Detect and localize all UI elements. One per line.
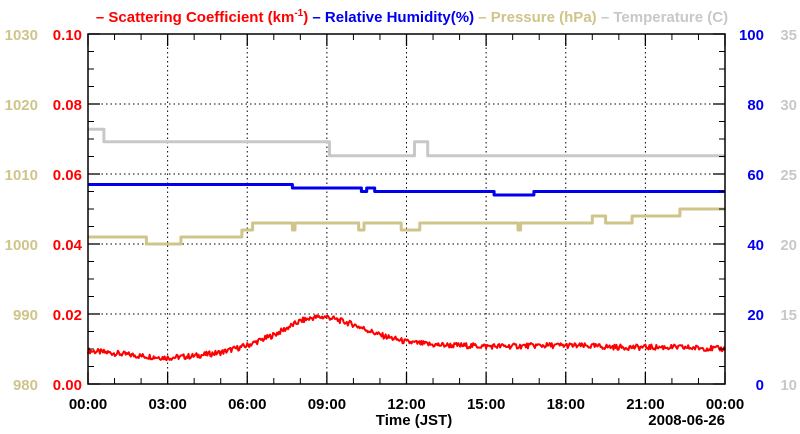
series-layer	[87, 127, 726, 362]
scattering-tick-label: 0.02	[53, 307, 82, 324]
pressure-tick-label: 990	[13, 307, 38, 324]
temperature-tick-label: 25	[780, 167, 797, 184]
temperature-tick-label: 20	[780, 237, 797, 254]
scattering-tick-label: 0.10	[53, 27, 82, 44]
ticks	[87, 33, 726, 385]
x-tick-label: 00:00	[69, 396, 107, 413]
pressure-line	[88, 207, 725, 246]
legend-item: – Pressure (hPa)	[474, 9, 597, 26]
scattering-tick-label: 0.04	[53, 237, 83, 254]
humidity-tick-label: 0	[756, 377, 764, 394]
legend: – Scattering Coefficient (km-1) – Relati…	[96, 8, 728, 26]
humidity-tick-label: 60	[747, 167, 764, 184]
legend-item-end: )	[303, 9, 308, 26]
left-axes: 980 990 1000 1010 1020 1030 0.00 0.02 0.04 0.06 0.…	[5, 27, 83, 394]
x-tick-label: 00:00	[706, 396, 744, 413]
relative-humidity-line	[88, 183, 725, 197]
x-axis-labels: 00:00 03:00 06:00 09:00 12:00 15:00 18:00 21:00…	[69, 396, 744, 413]
legend-item: – Temperature (	[597, 9, 713, 26]
x-tick-label: 15:00	[467, 396, 505, 413]
pressure-tick-label: 1010	[5, 167, 38, 184]
temperature-tick-label: 35	[780, 27, 797, 44]
pressure-tick-label: 1020	[5, 97, 38, 114]
humidity-tick-label: 100	[739, 27, 764, 44]
temperature-tick-label: 30	[780, 97, 797, 114]
scattering-tick-label: 0.06	[53, 167, 82, 184]
x-tick-label: 12:00	[387, 396, 425, 413]
x-tick-label: 03:00	[148, 396, 186, 413]
scattering-coefficient-line	[87, 314, 726, 362]
x-tick-label: 09:00	[308, 396, 346, 413]
x-axis-title: Time (JST)	[376, 412, 452, 429]
x-tick-label: 21:00	[626, 396, 664, 413]
legend-item-end: C)	[712, 9, 728, 26]
scattering-tick-label: 0.08	[53, 97, 82, 114]
x-tick-label: 18:00	[547, 396, 585, 413]
legend-item: – Relative Humidity(%)	[308, 9, 474, 26]
legend-item: – Scattering Coefficient (km	[96, 9, 294, 26]
humidity-tick-label: 20	[747, 307, 764, 324]
right-axes: 0 20 40 60 80 100 10 15 20 25 30 35	[739, 27, 797, 394]
pressure-tick-label: 1030	[5, 27, 38, 44]
temperature-tick-label: 10	[780, 377, 797, 394]
date-label: 2008-06-26	[648, 412, 725, 429]
x-tick-label: 06:00	[228, 396, 266, 413]
scattering-tick-label: 0.00	[53, 377, 82, 394]
temperature-line	[88, 127, 725, 158]
humidity-tick-label: 80	[747, 97, 764, 114]
temperature-tick-label: 15	[780, 307, 797, 324]
pressure-tick-label: 980	[13, 377, 38, 394]
pressure-tick-label: 1000	[5, 237, 38, 254]
legend-superscript: -1	[294, 8, 303, 19]
humidity-tick-label: 40	[747, 237, 764, 254]
